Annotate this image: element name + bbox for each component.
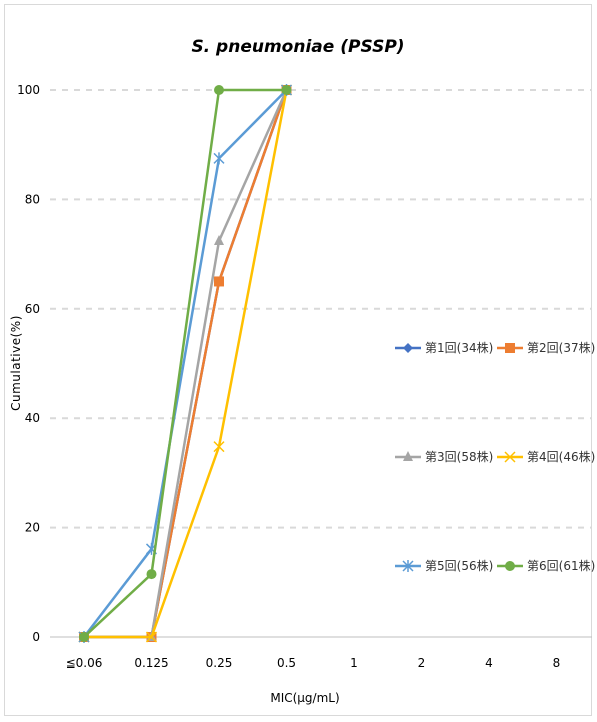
data-point — [213, 441, 225, 453]
y-tick-label: 100 — [17, 83, 40, 97]
y-tick-label: 60 — [25, 302, 40, 316]
data-point — [146, 569, 157, 580]
legend-marker — [504, 451, 516, 463]
chart-frame — [4, 4, 592, 716]
y-tick-label: 40 — [25, 411, 40, 425]
legend-label: 第1回(34株) — [425, 340, 493, 355]
series-line — [84, 89, 288, 639]
legend-marker — [505, 561, 515, 571]
chart-title: S. pneumoniae (PSSP) — [191, 37, 404, 57]
x-tick-label: 4 — [485, 656, 493, 670]
legend: 第1回(34株) 第2回(37株) 第3回(58株) 第4回(46株) 第5回(56株)… — [395, 340, 595, 573]
legend-item: 第5回(56株) — [395, 558, 493, 573]
legend-label: 第4回(46株) — [527, 449, 595, 464]
chart-title-group: (PSSP) — [334, 37, 404, 57]
x-tick-label: 0.125 — [134, 656, 168, 670]
series-line — [83, 89, 288, 638]
x-tick-label: 0.25 — [206, 656, 233, 670]
y-tick-label: 80 — [25, 192, 40, 206]
legend-item: 第3回(58株) — [395, 449, 493, 464]
series-6 — [79, 85, 292, 642]
series-line — [84, 89, 288, 639]
data-point — [214, 85, 224, 95]
x-axis-label: MIC(μg/mL) — [270, 691, 339, 705]
y-tick-labels: 0 20 40 60 80 100 — [17, 83, 40, 644]
x-tick-label: ≦0.06 — [66, 656, 103, 670]
y-axis-label: Cumulative(%) — [9, 315, 23, 411]
legend-item: 第2回(37株) — [497, 340, 595, 355]
legend-marker — [402, 560, 414, 572]
series-line — [84, 89, 288, 639]
legend-item: 第1回(34株) — [395, 340, 493, 355]
legend-marker — [403, 343, 413, 353]
data-point — [145, 631, 158, 643]
legend-item: 第4回(46株) — [497, 449, 595, 464]
data-point — [213, 152, 225, 165]
data-point — [79, 632, 89, 642]
series-line — [83, 88, 287, 638]
data-point — [214, 234, 224, 245]
x-tick-label: 2 — [418, 656, 426, 670]
x-tick-labels: ≦0.06 0.125 0.25 0.5 1 2 4 8 — [66, 656, 561, 670]
y-tick-label: 20 — [25, 521, 40, 535]
legend-label: 第2回(37株) — [527, 340, 595, 355]
data-point — [281, 85, 292, 95]
legend-marker — [505, 343, 515, 353]
legend-label: 第6回(61株) — [527, 558, 595, 573]
series-group — [78, 84, 293, 643]
y-tick-label: 0 — [32, 630, 40, 644]
chart-title-species: S. pneumoniae — [191, 37, 334, 57]
legend-item: 第6回(61株) — [497, 558, 595, 573]
legend-label: 第5回(56株) — [425, 558, 493, 573]
legend-label: 第3回(58株) — [425, 449, 493, 464]
x-tick-label: 8 — [553, 656, 561, 670]
gridlines — [50, 89, 592, 638]
data-point — [214, 276, 224, 287]
legend-marker — [403, 451, 413, 461]
x-tick-label: 0.5 — [277, 656, 296, 670]
series-line — [84, 89, 288, 639]
x-tick-label: 1 — [350, 656, 358, 670]
series-2 — [79, 85, 292, 642]
